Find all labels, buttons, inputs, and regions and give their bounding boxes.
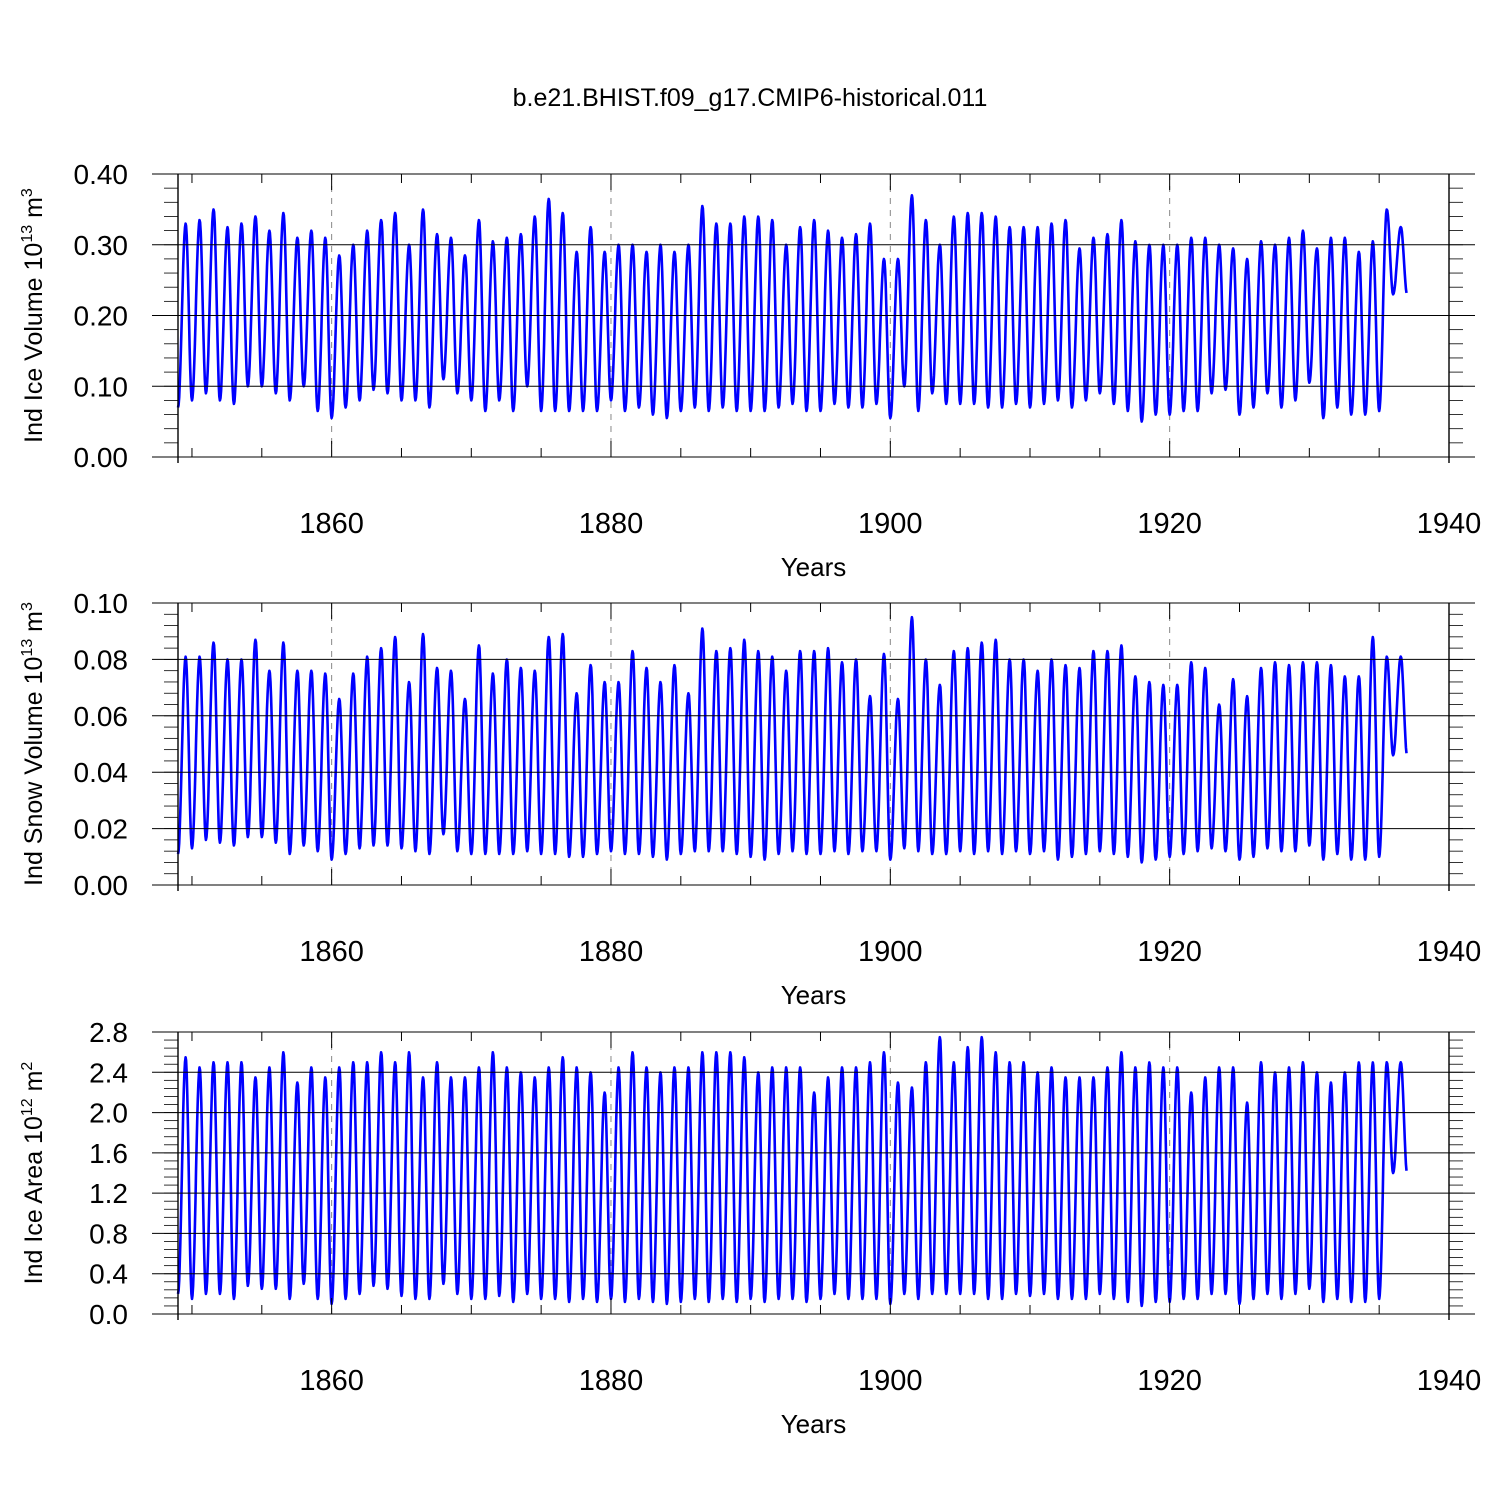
x-axis-label: Years	[781, 1409, 847, 1439]
x-tick-label: 1880	[579, 1365, 644, 1397]
x-axis-label: Years	[781, 552, 847, 582]
y-axis-label: Ind Ice Area 1012 m2	[19, 1062, 48, 1285]
y-tick-label: 0.02	[74, 814, 129, 845]
y-tick-label: 0.30	[74, 230, 129, 261]
x-tick-label: 1920	[1137, 508, 1202, 540]
y-tick-label: 0.00	[74, 442, 129, 473]
x-tick-label: 1900	[858, 1365, 923, 1397]
series-line	[176, 1035, 1408, 1308]
y-tick-label: 0.06	[74, 701, 129, 732]
x-tick-label: 1920	[1137, 936, 1202, 968]
y-axis-label: Ind Ice Volume 1013 m3	[19, 188, 48, 443]
panel-3: 0.0 0.4 0.8 1.2 1.6 2.0 2.4 2.8 1860 1880 1900 1920…	[19, 1017, 1481, 1439]
series-line	[176, 194, 1408, 423]
x-tick-label: 1880	[579, 936, 644, 968]
y-tick-label: 0.40	[74, 159, 129, 190]
panel-2: 0.00 0.02 0.04 0.06 0.08 0.10 1860 1880 1900 1920…	[19, 588, 1481, 1010]
x-tick-label: 1920	[1137, 1365, 1202, 1397]
y-axis-label: Ind Snow Volume 1013 m3	[19, 602, 48, 886]
y-tick-label: 2.0	[89, 1098, 128, 1129]
series-line	[176, 615, 1408, 864]
x-tick-label: 1860	[299, 508, 364, 540]
x-tick-label: 1940	[1417, 1365, 1482, 1397]
y-tick-label: 0.04	[74, 757, 129, 788]
y-tick-label: 0.20	[74, 301, 129, 332]
y-tick-label: 1.2	[89, 1178, 128, 1209]
x-tick-label: 1860	[299, 936, 364, 968]
x-tick-label: 1860	[299, 1365, 364, 1397]
y-tick-label: 0.8	[89, 1218, 128, 1249]
x-tick-label: 1900	[858, 508, 923, 540]
x-tick-label: 1880	[579, 508, 644, 540]
y-tick-label: 1.6	[89, 1138, 128, 1169]
x-axis-label: Years	[781, 980, 847, 1010]
y-tick-label: 0.00	[74, 870, 129, 901]
x-tick-label: 1900	[858, 936, 923, 968]
y-tick-label: 0.10	[74, 371, 129, 402]
y-tick-label: 2.4	[89, 1057, 128, 1088]
x-tick-label: 1940	[1417, 936, 1482, 968]
panel-1: 0.00 0.10 0.20 0.30 0.40 1860 1880 1900 1920 1940…	[19, 159, 1481, 582]
y-tick-label: 0.08	[74, 644, 129, 675]
y-tick-label: 0.0	[89, 1299, 128, 1330]
figure-title: b.e21.BHIST.f09_g17.CMIP6-historical.011	[512, 84, 988, 112]
y-tick-label: 0.4	[89, 1259, 128, 1290]
x-tick-label: 1940	[1417, 508, 1482, 540]
y-tick-label: 0.10	[74, 588, 129, 619]
y-tick-label: 2.8	[89, 1017, 128, 1048]
